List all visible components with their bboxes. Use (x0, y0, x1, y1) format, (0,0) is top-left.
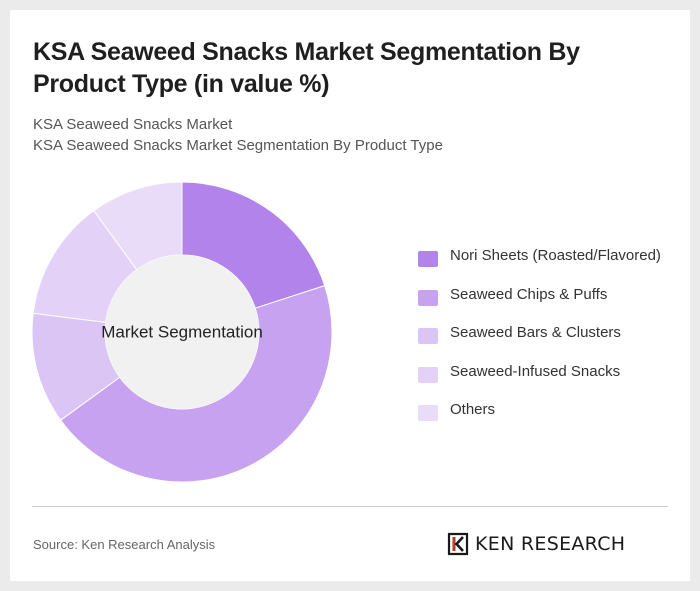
donut-chart: Market Segmentation (31, 181, 333, 483)
chart-subtitle: KSA Seaweed Snacks Market KSA Seaweed Sn… (33, 114, 443, 156)
donut-slices (31, 181, 333, 483)
legend-swatch (418, 366, 438, 383)
subtitle-line-1: KSA Seaweed Snacks Market (33, 116, 233, 133)
chart-title: KSA Seaweed Snacks Market Segmentation B… (33, 38, 580, 98)
donut-center-label: Market Segmentation (101, 323, 263, 342)
legend-swatch (418, 328, 438, 344)
legend-label: Others (450, 401, 496, 418)
legend-swatch (418, 251, 438, 267)
legend-label: Nori Sheets (Roasted/Flavored) (450, 247, 661, 264)
logo-wordmark: KEN RESEARCH (475, 533, 626, 555)
legend-label: Seaweed Bars & Clusters (450, 324, 621, 341)
donut-hole (105, 255, 259, 409)
legend-label: Seaweed-Infused Snacks (450, 362, 621, 380)
subtitle-line-2: KSA Seaweed Snacks Market Segmentation B… (33, 137, 443, 154)
ken-research-logo: KEN RESEARCH (447, 531, 625, 557)
legend-label: Seaweed Chips & Puffs (450, 285, 608, 303)
legend-swatch (418, 405, 438, 421)
footer-divider (32, 506, 668, 507)
source-note: Source: Ken Research Analysis (33, 537, 216, 552)
chart-card: KSA Seaweed Snacks Market Segmentation B… (10, 10, 690, 581)
ken-research-logo-icon (447, 532, 469, 556)
legend-swatch (418, 289, 438, 306)
